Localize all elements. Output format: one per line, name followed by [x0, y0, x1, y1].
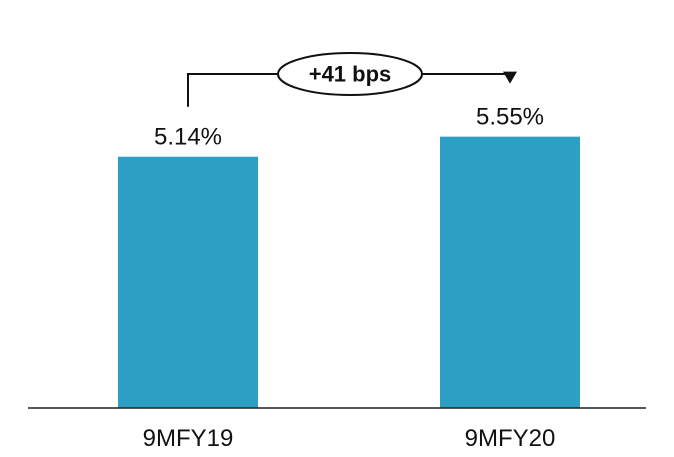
category-labels-group: 9MFY19 9MFY20: [143, 425, 556, 452]
category-label-9mfy20: 9MFY20: [465, 425, 556, 452]
bar-9mfy20: [440, 136, 580, 408]
annotation-arrowhead: [503, 71, 517, 84]
value-label-9mfy19: 5.14%: [154, 124, 222, 151]
value-label-9mfy20: 5.55%: [476, 104, 544, 131]
bars-group: [118, 136, 580, 408]
annotation-bubble: [277, 52, 423, 96]
category-label-9mfy19: 9MFY19: [143, 425, 234, 452]
annotation-text: +41 bps: [309, 62, 392, 87]
change-annotation: +41 bps: [187, 52, 517, 107]
bar-9mfy19: [118, 156, 258, 408]
value-labels-group: 5.14% 5.55%: [154, 104, 544, 151]
